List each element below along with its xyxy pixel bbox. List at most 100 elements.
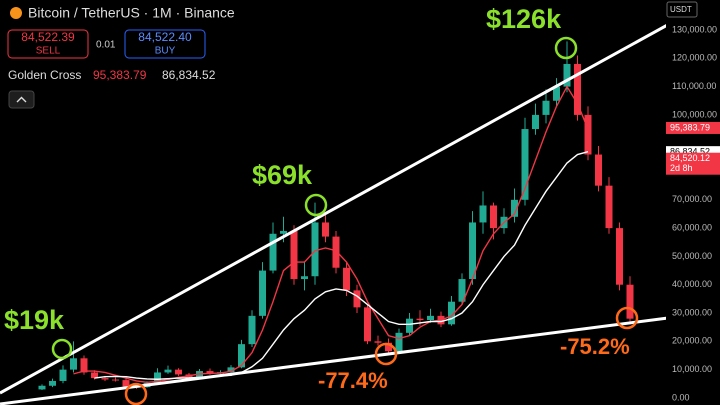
candle-body	[416, 318, 424, 321]
candle-body	[479, 205, 487, 223]
trend-line-upper	[0, 0, 716, 395]
marker-circle	[51, 338, 73, 360]
annotation: -75.2%	[560, 334, 630, 359]
candle-body	[70, 358, 77, 370]
indicator-name: Golden Cross	[8, 68, 81, 82]
candle-body	[469, 222, 476, 280]
price-tag	[666, 121, 720, 134]
candle-body	[311, 222, 319, 277]
y-tick-label: 50,000.00	[672, 251, 712, 261]
candle-body	[490, 205, 497, 229]
marker-circle	[615, 306, 639, 330]
annotation: $69k	[252, 160, 313, 190]
candle-body	[584, 114, 592, 155]
candle-body	[164, 369, 172, 373]
candle-body	[364, 307, 371, 342]
candle-body	[154, 372, 161, 383]
y-tick-label: 110,000.00	[672, 81, 716, 91]
candle-body	[406, 318, 413, 333]
sell-price: 84,522.39	[21, 30, 75, 44]
collapse-icon	[16, 96, 27, 103]
candle-body	[626, 284, 634, 319]
candle-body	[595, 154, 602, 186]
annotations: $19k $69k $126k -77.4% -75.2%	[4, 4, 630, 393]
countdown: 2d 8h	[670, 163, 693, 173]
y-tick-label: 70,000.00	[672, 194, 712, 204]
candle-body	[448, 301, 455, 325]
marker-circle	[304, 193, 328, 217]
price-tag-label: 95,383.79	[670, 122, 710, 132]
annotation: -77.4%	[318, 368, 388, 393]
candle-body	[259, 270, 266, 316]
candle-body	[175, 369, 182, 375]
collapse-button[interactable]	[8, 90, 35, 109]
y-tick-label: 20,000.00	[672, 336, 712, 346]
spread: 0.01	[96, 40, 116, 51]
sell-label: SELL	[36, 46, 61, 57]
candle-body	[206, 371, 214, 374]
y-tick-label: 100,000.00	[672, 109, 717, 119]
candle-body	[511, 199, 518, 217]
candle-body	[332, 236, 340, 268]
price-axis	[666, 0, 720, 405]
currency-box	[666, 1, 698, 18]
candle-body	[269, 233, 277, 271]
candle-body	[427, 315, 434, 321]
indicator-value: 86,834.52	[162, 68, 216, 82]
candle-body	[616, 228, 623, 285]
candle-body	[458, 279, 466, 302]
trend-line-lower	[0, 316, 669, 405]
candle-body	[280, 230, 287, 234]
price-tag	[666, 152, 720, 175]
sell-button[interactable]	[7, 29, 89, 59]
candle-body	[59, 369, 67, 381]
y-tick-label: 30,000.00	[672, 307, 712, 317]
candle-body	[322, 222, 329, 237]
markers	[51, 36, 639, 405]
candle-body	[301, 276, 308, 280]
price-tag-label: 86,834.52	[670, 147, 710, 157]
candle-body	[38, 385, 46, 390]
candle-body	[353, 290, 361, 308]
buy-price: 84,522.40	[138, 30, 192, 44]
y-tick-label: 40,000.00	[672, 279, 712, 289]
y-tick-label: 120,000.00	[672, 53, 717, 63]
buy-label: BUY	[155, 46, 176, 57]
marker-circle	[374, 342, 398, 366]
candle-body	[101, 378, 109, 380]
candle-body	[385, 342, 392, 352]
candle-body	[49, 380, 56, 386]
candle-body	[122, 380, 130, 387]
candle-body	[374, 341, 382, 343]
annotation: $19k	[4, 305, 65, 335]
symbol-icon	[10, 7, 22, 19]
candle-body	[395, 332, 403, 352]
y-tick-label: 130,000.00	[672, 24, 717, 34]
candle-body	[227, 367, 235, 373]
indicator-line	[94, 151, 589, 380]
candle-body	[521, 129, 529, 200]
candle-body	[553, 86, 560, 101]
indicator-line	[73, 85, 589, 384]
buy-button[interactable]	[124, 29, 206, 59]
y-tick-label: 0.00	[672, 392, 690, 402]
marker-circle	[554, 36, 578, 60]
candle-body	[343, 267, 350, 291]
annotation: $126k	[486, 4, 562, 34]
chart-title: Bitcoin / TetherUS · 1M · Binance	[28, 5, 235, 21]
candle-body	[605, 185, 613, 229]
marker-circle	[124, 382, 148, 405]
candle-body	[574, 63, 581, 115]
currency: USDT	[670, 5, 692, 14]
candle-body	[290, 230, 298, 280]
candle-body	[532, 114, 539, 130]
candle-body	[542, 100, 550, 115]
candle-body	[112, 379, 119, 381]
y-tick-label: 60,000.00	[672, 222, 712, 232]
price-tag-label: 84,520.12	[670, 153, 710, 163]
plot-area	[38, 41, 634, 390]
y-tick-label: 10,000.00	[672, 364, 712, 374]
indicator-value: 95,383.79	[93, 68, 147, 82]
candle-body	[80, 358, 88, 373]
